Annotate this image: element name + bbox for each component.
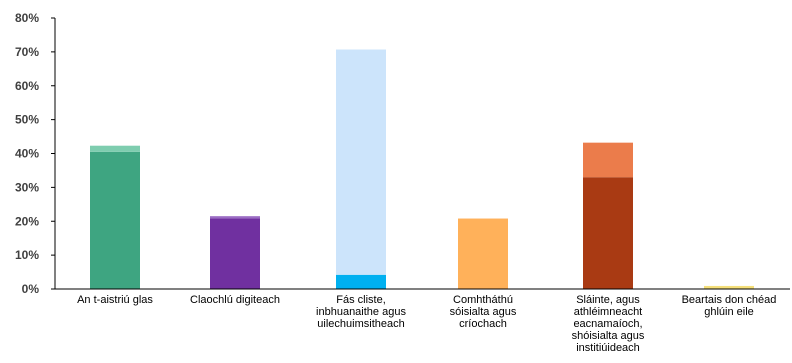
- x-tick-label-line: athléimneacht: [574, 306, 643, 318]
- bar-segment-2-6: [704, 285, 754, 289]
- bar-segment-2-3: [336, 49, 386, 275]
- y-tick-label: 30%: [15, 180, 39, 194]
- x-tick-label-line: uilechuimsitheach: [317, 318, 404, 330]
- x-tick-label: An t-aistriú glas: [77, 294, 153, 306]
- y-tick-label: 20%: [15, 214, 39, 228]
- bar-segment-1-4: [458, 218, 508, 289]
- y-tick-label: 0%: [22, 282, 40, 296]
- x-tick-label-line: shóisialta agus: [572, 330, 645, 342]
- x-tick-label-line: Comhtháthú: [453, 294, 513, 306]
- x-tick-label-line: Claochlú digiteach: [190, 294, 280, 306]
- x-tick-label: Sláinte, agus athléimneacht eacnamaíoch, sh…: [572, 294, 645, 354]
- x-tick-label: Fás cliste, inbhuanaithe agus uilechuimsit…: [316, 294, 406, 330]
- x-tick-label: Beartais don chéad ghlúin eile: [682, 294, 777, 318]
- bar-segment-2-5: [583, 142, 633, 178]
- x-tick-label-line: institiúideach: [576, 342, 640, 354]
- y-tick-label: 80%: [15, 11, 39, 25]
- bar-segment-2-2: [210, 216, 260, 219]
- y-tick-label: 10%: [15, 248, 39, 262]
- x-tick-label: Claochlú digiteach: [190, 294, 280, 306]
- x-tick-label-line: Fás cliste,: [336, 294, 386, 306]
- x-tick-label-line: inbhuanaithe agus: [316, 306, 406, 318]
- x-tick-label-line: eacnamaíoch,: [573, 318, 642, 330]
- y-tick-label: 70%: [15, 45, 39, 59]
- bar-segment-2-1: [90, 145, 140, 152]
- y-tick-label: 60%: [15, 79, 39, 93]
- bar-segment-1-2: [210, 218, 260, 289]
- x-tick-label-line: Beartais don chéad: [682, 294, 777, 306]
- bar-segment-1-1: [90, 151, 140, 289]
- x-tick-label-line: ghlúin eile: [704, 306, 754, 318]
- x-tick-label-line: Sláinte, agus: [576, 294, 640, 306]
- x-tick-label-line: críochach: [459, 318, 507, 330]
- y-tick-label: 50%: [15, 113, 39, 127]
- x-tick-label-line: sóisialta agus: [450, 306, 517, 318]
- x-tick-label: Comhtháthú sóisialta agus críochach: [450, 294, 517, 330]
- bar-segment-1-3: [336, 274, 386, 289]
- bar-segment-1-5: [583, 177, 633, 289]
- x-tick-label-line: An t-aistriú glas: [77, 294, 153, 306]
- y-tick-label: 40%: [15, 147, 39, 161]
